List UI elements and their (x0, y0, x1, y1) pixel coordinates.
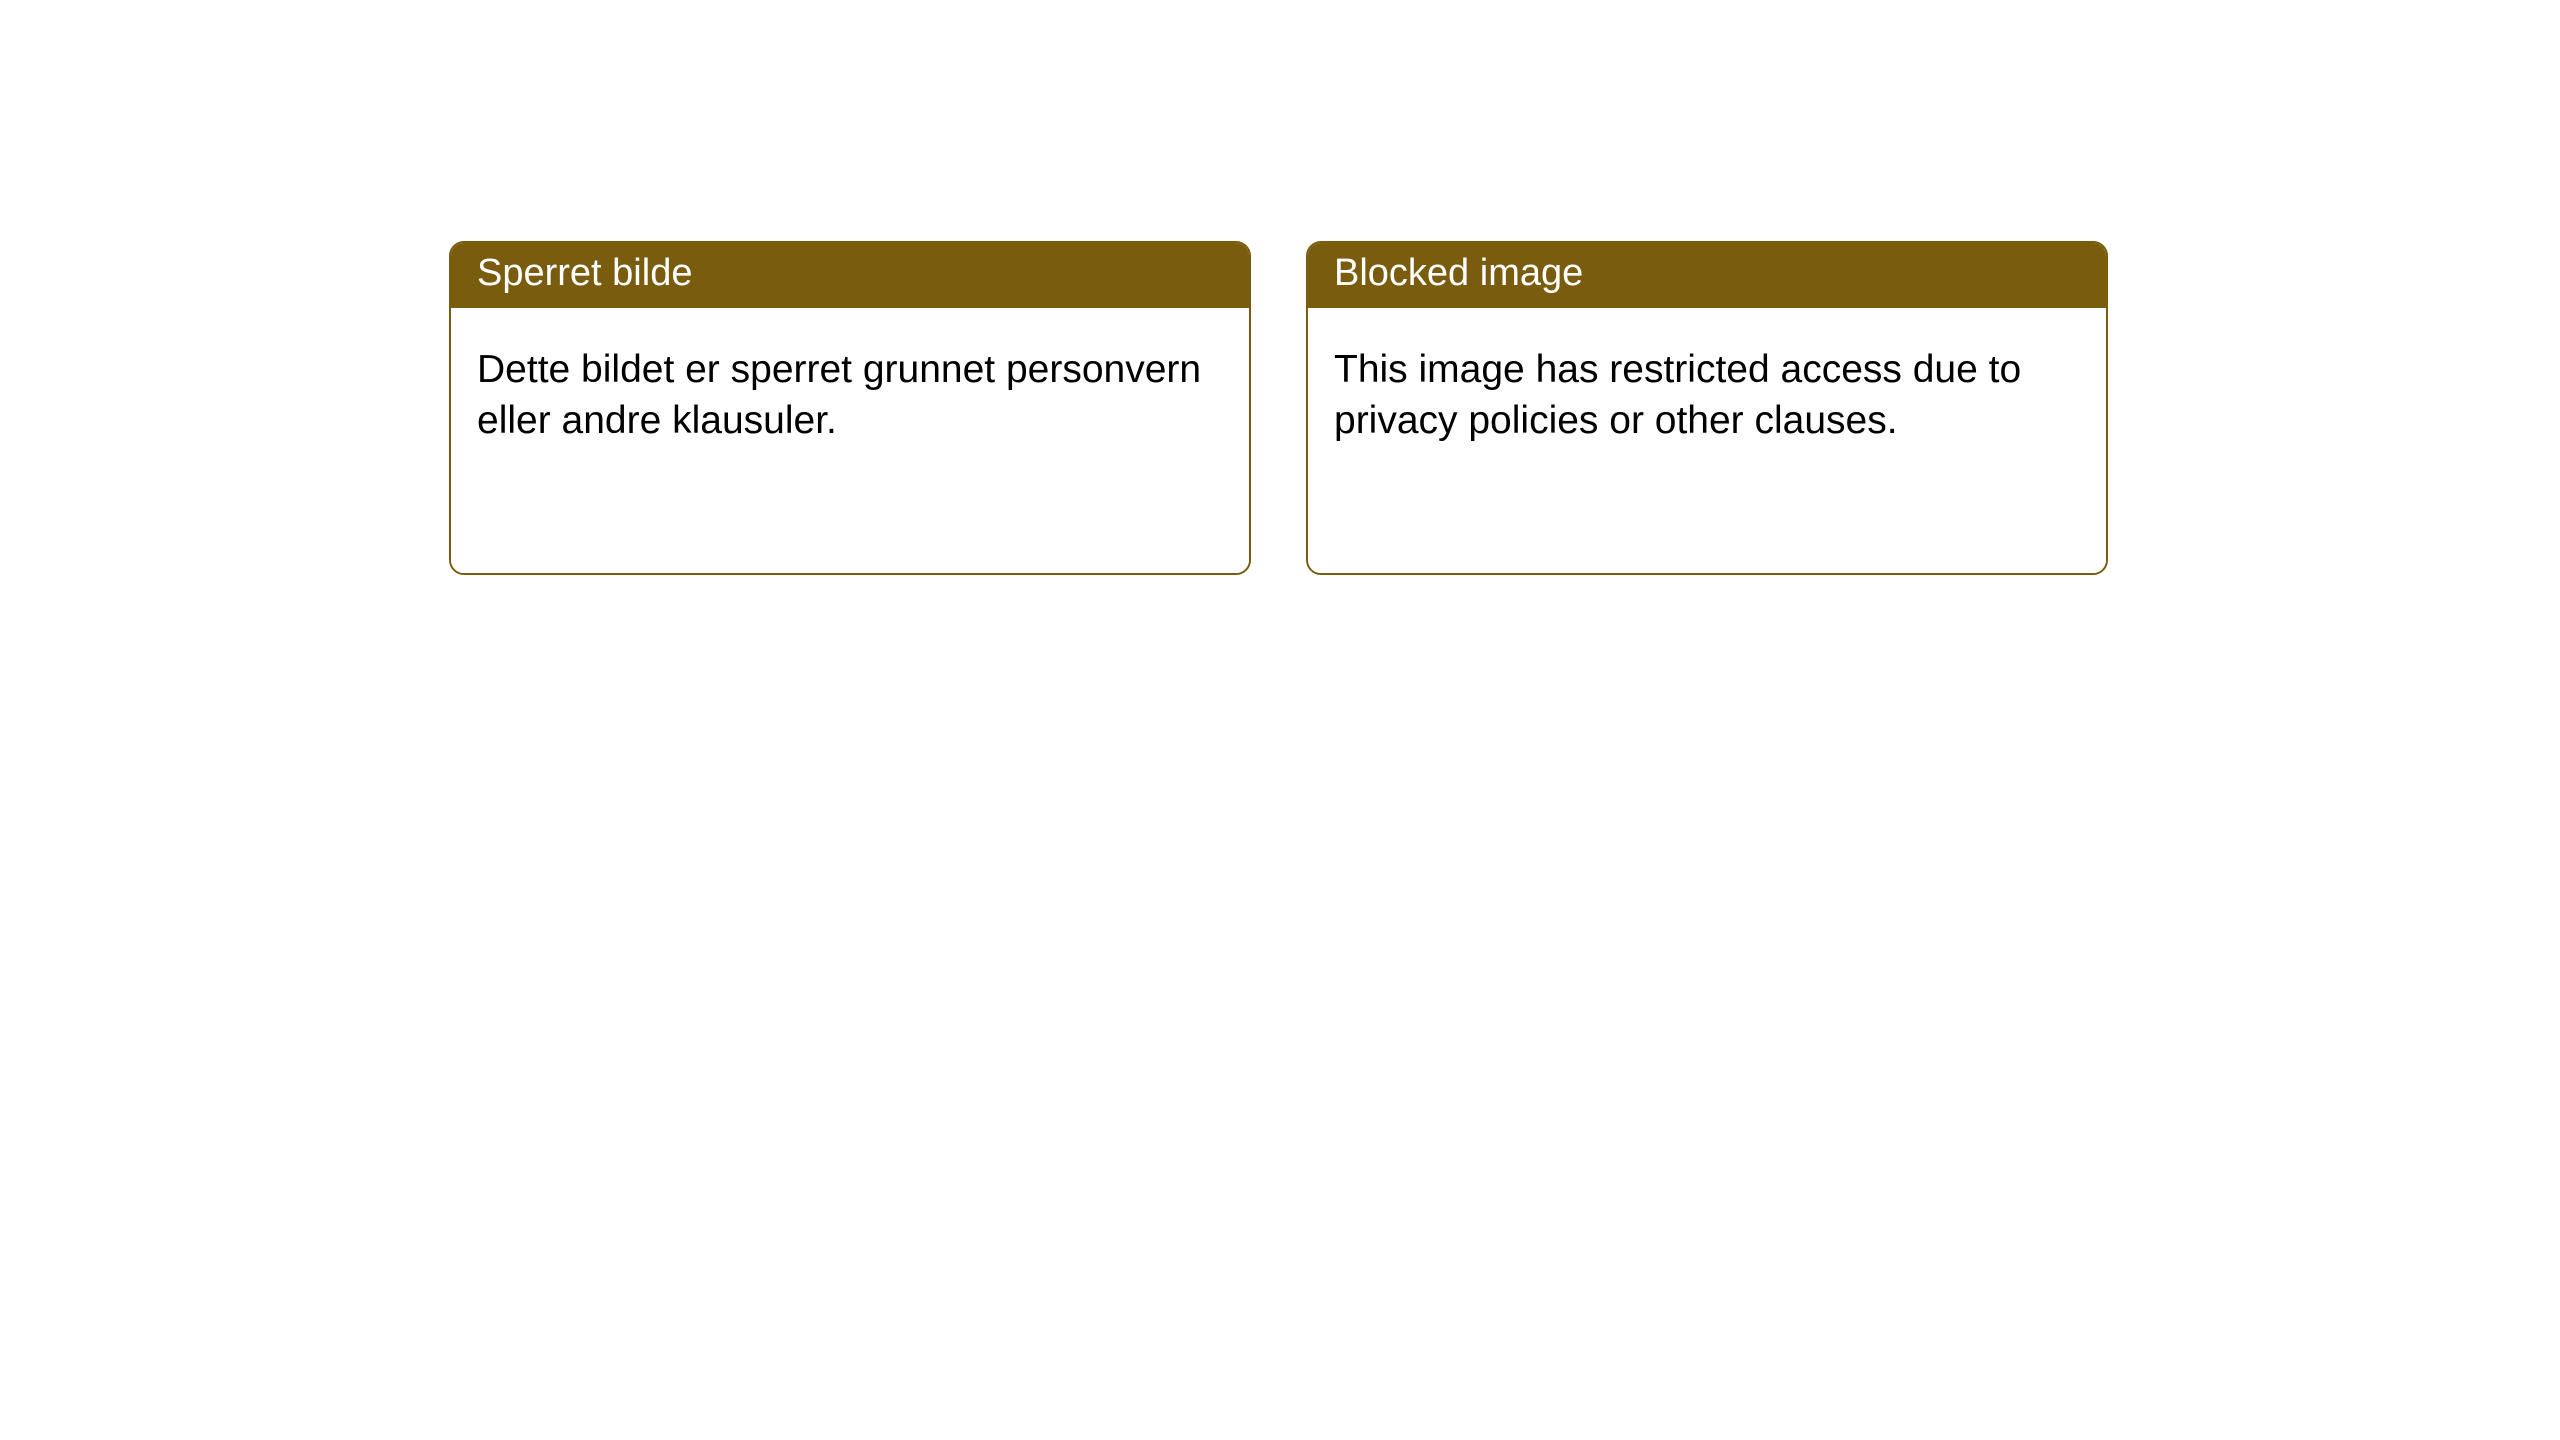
notice-body-eng: This image has restricted access due to … (1308, 308, 2106, 573)
notice-container: Sperret bilde Dette bildet er sperret gr… (0, 0, 2560, 575)
notice-box-eng: Blocked image This image has restricted … (1306, 241, 2108, 575)
notice-title-nor: Sperret bilde (451, 243, 1249, 308)
notice-box-nor: Sperret bilde Dette bildet er sperret gr… (449, 241, 1251, 575)
notice-title-eng: Blocked image (1308, 243, 2106, 308)
notice-body-nor: Dette bildet er sperret grunnet personve… (451, 308, 1249, 573)
